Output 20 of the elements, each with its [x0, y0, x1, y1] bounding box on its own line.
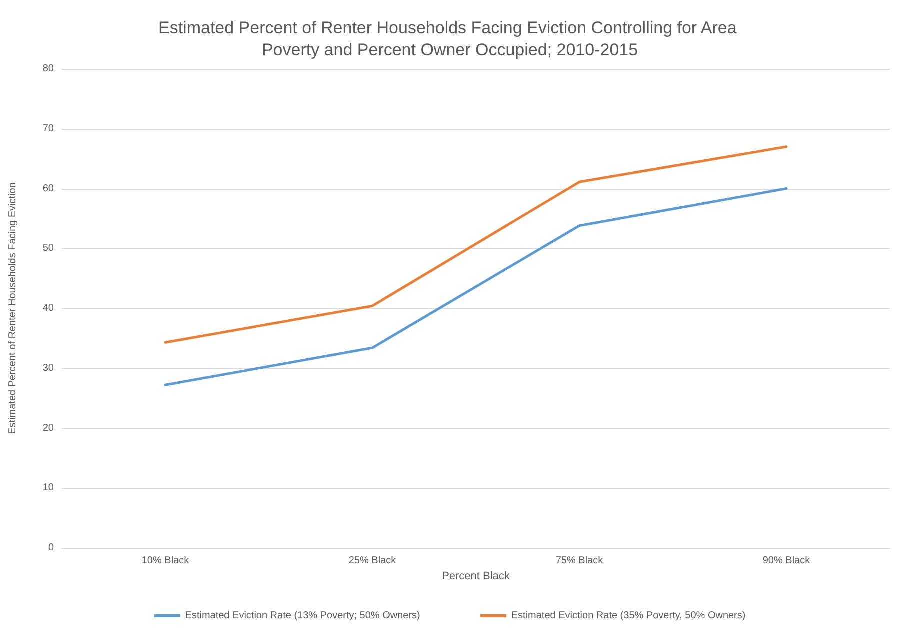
y-tick-label: 30 [42, 362, 54, 374]
line-series [164, 146, 788, 344]
y-tick-label: 80 [42, 64, 54, 74]
y-axis-title: Estimated Percent of Renter Households Facing Eviction [8, 182, 18, 434]
chart-title: Estimated Percent of Renter Households Facing Eviction Controlling for Area Poverty and Percent Owner Occupied; 2010-2015 [158, 18, 742, 60]
y-tick-label: 0 [48, 542, 54, 554]
x-tick-label: 75% Black [556, 556, 604, 566]
legend-label: Estimated Eviction Rate (35% Poverty, 50% Owners) [511, 610, 746, 622]
line-series [164, 188, 788, 386]
x-axis-title: Percent Black [442, 570, 510, 582]
y-tick-label: 50 [42, 243, 54, 254]
x-tick-label: 25% Black [348, 556, 398, 566]
y-tick-label: 20 [42, 422, 54, 434]
x-tick-label: 90% Black [762, 556, 812, 566]
legend-label: Estimated Eviction Rate (13% Poverty; 50% Owners) [185, 610, 420, 622]
y-tick-label: 70 [42, 123, 54, 134]
x-tick-label: 10% Black [142, 556, 190, 566]
y-tick-label: 60 [42, 183, 54, 194]
y-tick-label: 10 [42, 482, 54, 494]
y-tick-label: 40 [42, 303, 54, 314]
